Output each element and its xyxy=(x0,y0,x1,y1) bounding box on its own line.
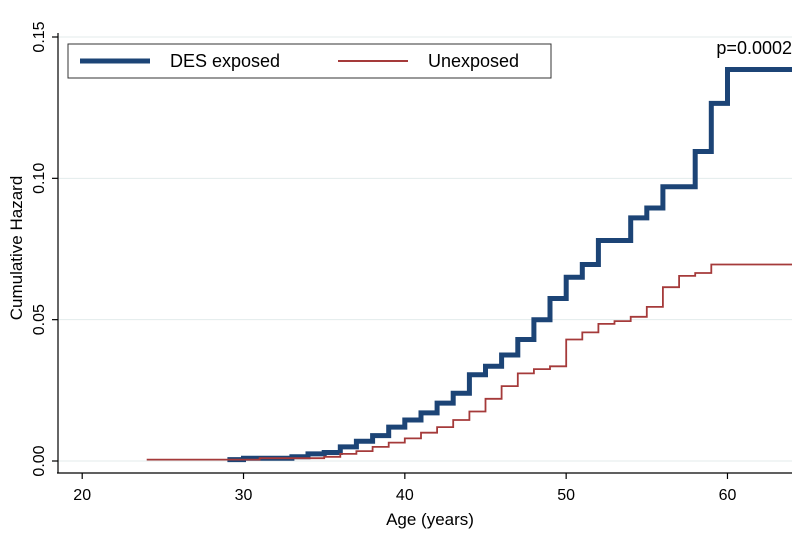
y-tick-label: 0.05 xyxy=(31,304,48,335)
x-axis-title: Age (years) xyxy=(386,510,474,529)
y-tick-label: 0.00 xyxy=(31,445,48,476)
axes: 0.00 0.05 0.10 0.15 20 30 40 50 60 xyxy=(31,21,792,504)
x-tick-label: 40 xyxy=(396,487,414,504)
y-tick-label: 0.15 xyxy=(31,21,48,52)
series-line-unexposed xyxy=(146,263,792,461)
x-tick-label: 60 xyxy=(719,487,737,504)
y-tick-label: 0.10 xyxy=(31,163,48,194)
x-tick-label: 20 xyxy=(73,487,91,504)
series-lines xyxy=(146,67,792,463)
legend-label-des-exposed: DES exposed xyxy=(170,51,280,71)
series-line-des-exposed xyxy=(227,67,792,463)
x-tick-label: 30 xyxy=(235,487,253,504)
legend: DES exposed Unexposed xyxy=(67,43,552,79)
p-value-annotation: p=0.0002 xyxy=(716,38,792,58)
gridlines xyxy=(58,36,792,462)
x-tick-label: 50 xyxy=(557,487,575,504)
legend-label-unexposed: Unexposed xyxy=(428,51,519,71)
y-axis-title: Cumulative Hazard xyxy=(7,176,26,321)
